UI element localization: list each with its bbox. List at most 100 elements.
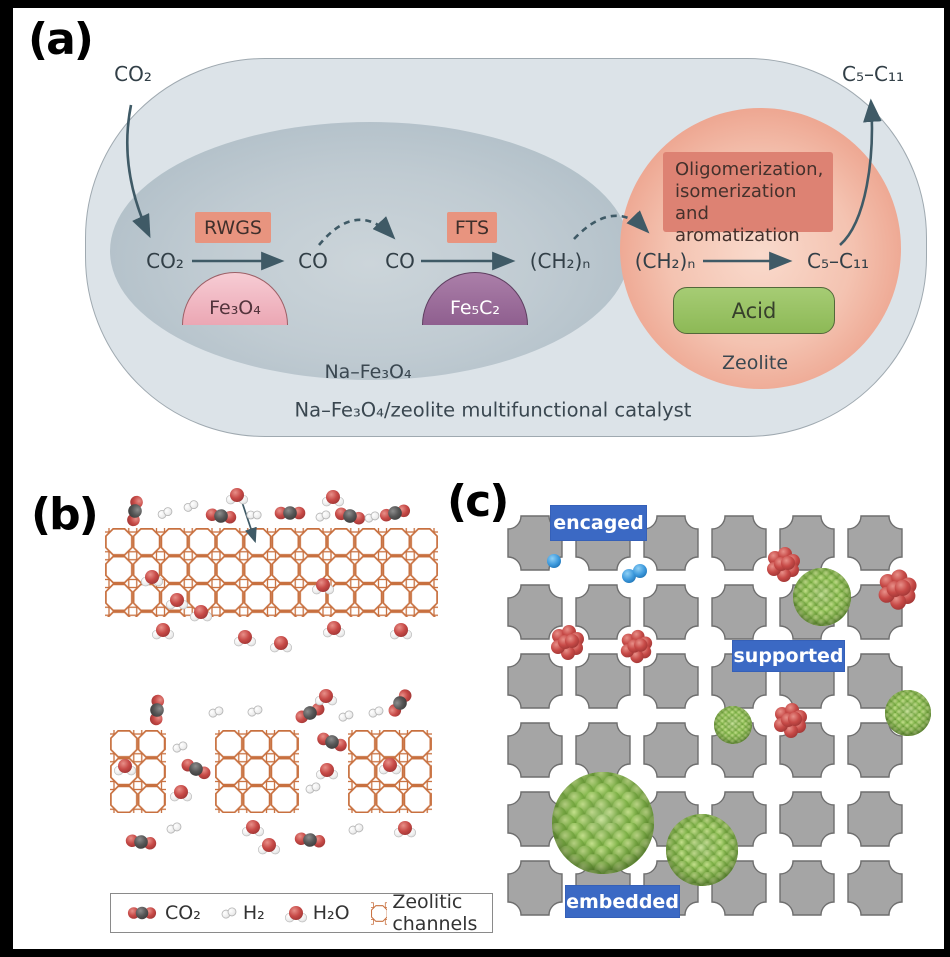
h2-molecule [304,781,322,795]
zeolite-cage-block [507,584,563,640]
h2o-molecule [233,629,257,647]
legend-item-h2o: H₂O [284,902,350,924]
co2-molecule [378,502,412,524]
h2o-molecule [113,758,137,776]
legend-zeolite-label: Zeolitic channels [392,891,478,935]
panel-b-letter: (b) [31,489,99,540]
h2-molecule [337,709,355,723]
co2-feed-label: CO₂ [114,62,152,86]
nanoparticle-green [666,814,738,886]
h2-molecule [165,821,183,835]
rwgs-reaction-box: RWGS [195,212,271,243]
h2o-molecule [225,487,249,505]
iron-oxide-domain-ellipse [110,122,630,380]
legend-h2-label: H₂ [242,902,265,924]
h2-molecule [246,704,264,718]
zeolite-cage-grid-group [507,515,903,916]
nanoparticles-group [547,547,931,886]
acid-label: Acid [731,298,777,323]
nanoparticle-red [774,703,807,738]
fe3o4-label: Fe₃O₄ [209,297,261,319]
zeolite-cage-block [711,515,767,571]
h2o-molecule [169,784,193,802]
h2-molecule [363,510,381,524]
zeolite-cage-block [847,584,903,640]
oligo-line-2: isomerization and [675,180,797,224]
co2-molecule [385,686,415,720]
species-co-2: CO [385,249,415,273]
co2-icon [127,906,157,920]
h2o-molecule [140,569,164,587]
zeolite-cage-block [643,722,699,778]
h2o-molecule [165,592,189,610]
zeolite-cage-block [575,722,631,778]
zeolite-cage-block [779,860,835,916]
zeolite-cage-block [711,791,767,847]
h2-molecule [347,822,365,836]
co2-molecule [124,833,158,851]
molecules-group [113,487,417,855]
co2-molecule [204,507,238,525]
molecule-legend: CO₂ H₂ H₂O Zeolitic channels [110,891,493,935]
zeolite-label: Zeolite [721,352,789,374]
zeolite-lattice [215,730,299,813]
fts-reaction-box: FTS [447,212,497,243]
zeolite-cage-block [711,722,767,778]
co2-molecule [293,700,327,726]
zeolite-cage-block [507,791,563,847]
co2-molecule [333,505,367,527]
panel-a-letter: (a) [28,14,94,65]
species-co-1: CO [298,249,328,273]
h2-molecule [314,509,332,523]
zeolite-cage-block [507,722,563,778]
co2-molecule [125,494,145,528]
nanoparticle-red [878,569,917,610]
oligo-line-1: Oligomerization, [675,159,824,180]
zeolite-lattices-group [105,528,438,813]
zeolite-cage-block [779,722,835,778]
zeolite-cage-block [847,722,903,778]
product-top-label: C₅–C₁₁ [842,62,904,86]
h2-molecule [246,510,262,520]
zeolite-cage-block [643,584,699,640]
fe5c2-label: Fe₅C₂ [449,297,501,319]
h2o-molecule [378,757,402,775]
zeolite-cage-block [575,653,631,709]
zeolite-cage-block [779,515,835,571]
h2o-icon [284,905,307,923]
panel-c-letter: (c) [447,476,509,527]
co2-molecule [293,831,327,849]
zeolite-cage-block [847,791,903,847]
zeolite-cage-block [711,860,767,916]
adsorption-arrow [240,498,257,544]
h2o-molecule [241,819,265,837]
zeolite-channel-icon [370,901,388,925]
zeolite-cage-block [847,860,903,916]
zeolite-cage-block [575,791,631,847]
zeolite-cage-block [575,584,631,640]
zeolite-cage-block [711,584,767,640]
h2o-molecule [322,620,346,638]
zeolite-cage-block [643,653,699,709]
h2o-molecule [269,635,293,653]
species-ch2n-1: (CH₂)ₙ [529,249,591,273]
nanoparticle-blue [547,554,561,568]
panel-a-caption: Na–Fe₃O₄/zeolite multifunctional catalys… [294,398,692,422]
h2-molecule [207,705,225,719]
figure-page: RWGS FTS Oligomerization, isomerization … [13,8,944,949]
zeolite-lattice [105,528,438,617]
nanoparticle-blue [633,564,647,578]
h2o-molecule [389,622,413,640]
nanoparticle-red [620,629,653,664]
site-label-embedded: embedded [565,885,680,918]
nanoparticle-green [793,568,851,626]
co2-molecule [148,694,166,726]
oligo-line-3: aromatization [675,224,800,246]
legend-h2o-label: H₂O [312,902,350,924]
legend-item-co2: CO₂ [124,902,201,924]
zeolite-cage-block [507,653,563,709]
acid-site-box: Acid [673,287,835,334]
h2o-molecule [314,688,338,706]
h2-molecule [367,705,385,719]
zeolite-cage-block [643,791,699,847]
